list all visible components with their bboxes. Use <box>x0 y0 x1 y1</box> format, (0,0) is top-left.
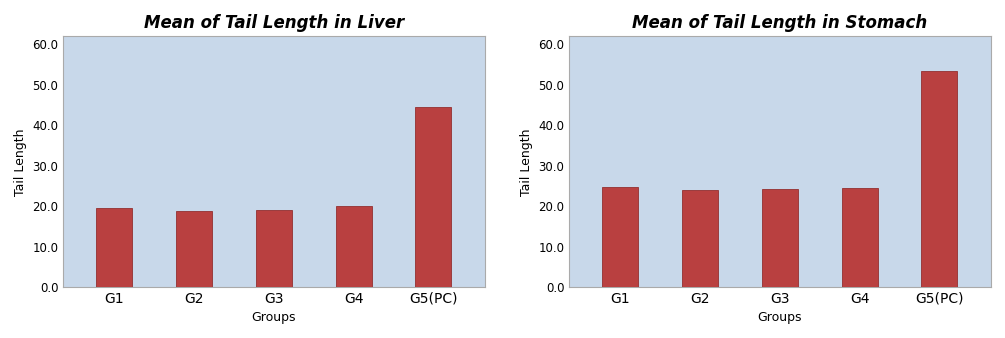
Bar <box>176 287 212 293</box>
Bar <box>841 188 877 287</box>
Bar <box>336 287 372 293</box>
Bar <box>176 211 212 287</box>
Bar <box>762 287 798 293</box>
Y-axis label: Tail Length: Tail Length <box>14 128 27 196</box>
Y-axis label: Tail Length: Tail Length <box>520 128 533 196</box>
Bar <box>682 190 718 287</box>
Bar <box>602 187 638 287</box>
Bar <box>336 206 372 287</box>
X-axis label: Groups: Groups <box>758 311 802 324</box>
Bar <box>922 287 957 293</box>
Bar <box>682 287 718 293</box>
Bar <box>841 287 877 293</box>
Title: Mean of Tail Length in Stomach: Mean of Tail Length in Stomach <box>632 14 928 32</box>
Bar <box>96 209 133 287</box>
Title: Mean of Tail Length in Liver: Mean of Tail Length in Liver <box>144 14 404 32</box>
Bar <box>602 287 638 293</box>
Bar <box>415 107 451 287</box>
Bar <box>256 211 291 287</box>
Bar <box>96 287 133 293</box>
Bar <box>256 287 291 293</box>
Bar <box>415 287 451 293</box>
Bar <box>922 71 957 287</box>
X-axis label: Groups: Groups <box>251 311 296 324</box>
Bar <box>762 189 798 287</box>
